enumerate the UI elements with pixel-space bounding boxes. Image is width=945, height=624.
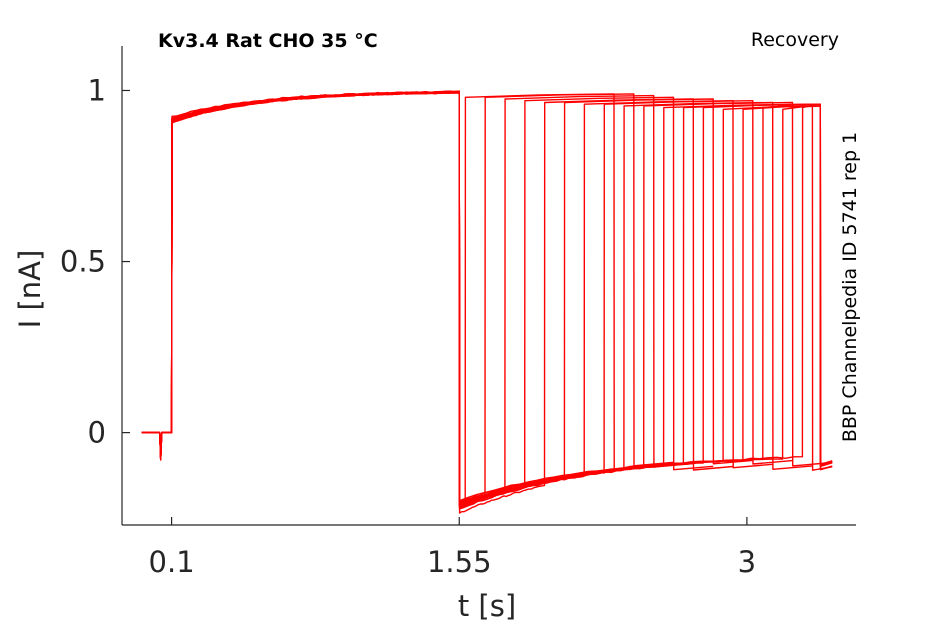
chart-title: Kv3.4 Rat CHO 35 °C <box>158 30 378 52</box>
current-trace-4 <box>141 91 714 506</box>
current-trace-15 <box>141 90 833 508</box>
y-tick-label: 0 <box>88 416 106 450</box>
current-trace-11 <box>141 90 833 505</box>
x-tick-label: 1.55 <box>427 545 492 579</box>
x-ticks: 0.1 1.55 3 <box>149 517 756 579</box>
current-trace-17 <box>141 90 833 508</box>
current-trace-13 <box>141 92 833 508</box>
current-trace-2 <box>141 91 674 506</box>
x-tick-label: 3 <box>738 545 756 579</box>
current-trace-16 <box>141 91 833 505</box>
current-trace-12 <box>141 90 833 507</box>
current-trace-9 <box>141 91 813 506</box>
y-axis-label: I [nA] <box>13 250 47 329</box>
x-axis-label: t [s] <box>458 589 516 623</box>
y-tick-label: 0.5 <box>60 245 106 279</box>
current-trace-14 <box>141 91 833 504</box>
current-trace-10 <box>141 91 833 510</box>
current-trace-6 <box>141 90 753 503</box>
side-label: BBP Channelpedia ID 5741 rep 1 <box>839 132 861 442</box>
y-ticks: 00.51 <box>60 73 130 450</box>
x-tick-label: 0.1 <box>149 545 195 579</box>
current-trace-18 <box>141 90 833 502</box>
current-traces <box>141 90 833 514</box>
current-trace-7 <box>141 91 773 507</box>
current-trace-8 <box>141 91 793 510</box>
current-trace-1 <box>141 91 654 506</box>
recovery-annotation: Recovery <box>751 29 839 51</box>
current-trace-3 <box>141 91 694 505</box>
y-tick-label: 1 <box>88 73 106 107</box>
axes <box>121 46 856 526</box>
